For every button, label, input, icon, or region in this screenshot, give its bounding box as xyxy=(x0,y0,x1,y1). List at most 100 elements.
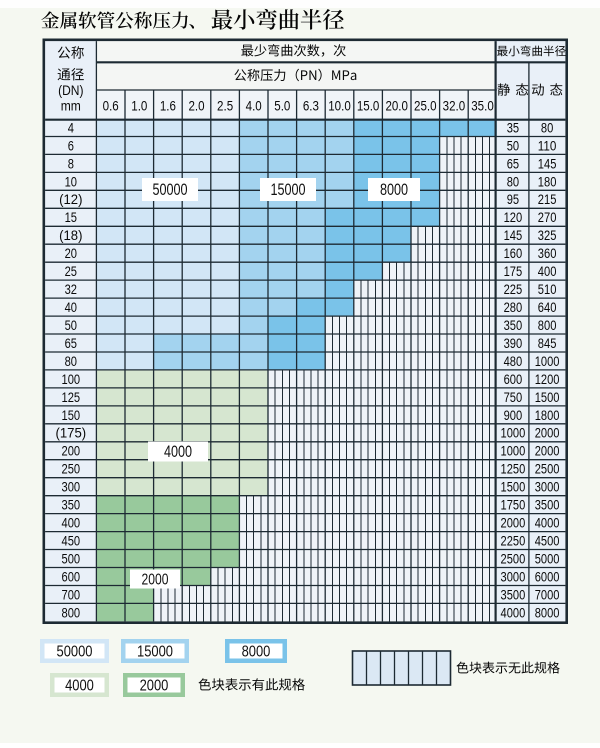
svg-text:110: 110 xyxy=(538,138,557,153)
svg-text:800: 800 xyxy=(538,318,557,333)
svg-text:1200: 1200 xyxy=(535,372,560,387)
svg-text:2000: 2000 xyxy=(535,444,560,459)
svg-text:600: 600 xyxy=(62,569,81,584)
svg-text:2500: 2500 xyxy=(535,462,560,477)
svg-text:15000: 15000 xyxy=(270,181,305,199)
svg-text:50000: 50000 xyxy=(152,181,187,199)
svg-text:2.5: 2.5 xyxy=(217,98,233,113)
svg-text:5.0: 5.0 xyxy=(274,98,290,113)
svg-text:10.0: 10.0 xyxy=(328,98,351,113)
svg-text:145: 145 xyxy=(538,156,557,171)
svg-text:35: 35 xyxy=(507,120,519,135)
svg-text:15.0: 15.0 xyxy=(357,98,380,113)
svg-text:8000: 8000 xyxy=(380,181,408,199)
svg-text:480: 480 xyxy=(504,354,523,369)
svg-text:280: 280 xyxy=(504,300,523,315)
svg-text:225: 225 xyxy=(504,282,523,297)
svg-text:200: 200 xyxy=(62,444,81,459)
svg-text:0.6: 0.6 xyxy=(103,98,119,113)
svg-text:1250: 1250 xyxy=(501,462,526,477)
svg-text:65: 65 xyxy=(507,156,519,171)
svg-text:50: 50 xyxy=(507,138,519,153)
svg-text:1.6: 1.6 xyxy=(160,98,176,113)
svg-text:32.0: 32.0 xyxy=(443,98,466,113)
svg-text:150: 150 xyxy=(62,408,81,423)
svg-text:mm: mm xyxy=(61,99,81,114)
svg-text:8: 8 xyxy=(68,156,74,171)
svg-text:4000: 4000 xyxy=(65,677,94,694)
svg-text:32: 32 xyxy=(65,282,77,297)
svg-text:1800: 1800 xyxy=(535,408,560,423)
svg-text:175: 175 xyxy=(504,264,523,279)
svg-text:65: 65 xyxy=(65,336,77,351)
svg-text:4.0: 4.0 xyxy=(246,98,262,113)
svg-text:270: 270 xyxy=(538,210,557,225)
svg-text:125: 125 xyxy=(62,390,81,405)
svg-text:3000: 3000 xyxy=(535,480,560,495)
svg-text:3500: 3500 xyxy=(501,587,526,602)
svg-text:350: 350 xyxy=(504,318,523,333)
svg-text:25.0: 25.0 xyxy=(414,98,437,113)
svg-text:800: 800 xyxy=(62,605,81,620)
svg-text:2.0: 2.0 xyxy=(188,98,204,113)
svg-text:2500: 2500 xyxy=(501,551,526,566)
svg-text:350: 350 xyxy=(62,498,81,513)
svg-text:(18): (18) xyxy=(59,228,82,243)
svg-text:500: 500 xyxy=(62,551,81,566)
svg-text:80: 80 xyxy=(65,354,77,369)
svg-text:390: 390 xyxy=(504,336,523,351)
svg-text:15: 15 xyxy=(65,210,77,225)
svg-text:50000: 50000 xyxy=(57,643,93,660)
svg-text:160: 160 xyxy=(504,246,523,261)
svg-text:100: 100 xyxy=(62,372,81,387)
svg-text:120: 120 xyxy=(504,210,523,225)
svg-text:6000: 6000 xyxy=(535,569,560,584)
svg-text:640: 640 xyxy=(538,300,557,315)
svg-text:80: 80 xyxy=(541,120,553,135)
svg-text:6.3: 6.3 xyxy=(303,98,319,113)
svg-text:215: 215 xyxy=(538,192,557,207)
svg-text:2000: 2000 xyxy=(535,426,560,441)
svg-text:50: 50 xyxy=(65,318,77,333)
svg-text:20.0: 20.0 xyxy=(385,98,408,113)
svg-text:(DN): (DN) xyxy=(58,83,83,98)
svg-text:400: 400 xyxy=(538,264,557,279)
svg-text:1500: 1500 xyxy=(501,480,526,495)
svg-text:2000: 2000 xyxy=(140,677,169,694)
svg-text:4500: 4500 xyxy=(535,534,560,549)
svg-text:600: 600 xyxy=(504,372,523,387)
svg-text:4000: 4000 xyxy=(535,516,560,531)
svg-text:15000: 15000 xyxy=(137,643,173,660)
svg-text:1000: 1000 xyxy=(535,354,560,369)
svg-text:400: 400 xyxy=(62,516,81,531)
svg-text:80: 80 xyxy=(507,174,519,189)
svg-text:900: 900 xyxy=(504,408,523,423)
svg-text:300: 300 xyxy=(62,480,81,495)
svg-text:(175): (175) xyxy=(55,426,86,441)
svg-text:2000: 2000 xyxy=(501,516,526,531)
svg-text:95: 95 xyxy=(507,192,519,207)
svg-text:(12): (12) xyxy=(59,192,82,207)
svg-text:5000: 5000 xyxy=(535,551,560,566)
svg-text:8000: 8000 xyxy=(242,643,271,660)
svg-text:10: 10 xyxy=(65,174,77,189)
svg-text:450: 450 xyxy=(62,534,81,549)
svg-text:2250: 2250 xyxy=(501,534,526,549)
svg-text:35.0: 35.0 xyxy=(471,98,494,113)
svg-text:40: 40 xyxy=(65,300,77,315)
svg-text:1750: 1750 xyxy=(501,498,526,513)
svg-text:6: 6 xyxy=(68,138,74,153)
svg-text:1000: 1000 xyxy=(501,444,526,459)
svg-text:360: 360 xyxy=(538,246,557,261)
svg-text:510: 510 xyxy=(538,282,557,297)
svg-text:25: 25 xyxy=(65,264,77,279)
svg-text:1.0: 1.0 xyxy=(131,98,147,113)
svg-text:750: 750 xyxy=(504,390,523,405)
svg-text:180: 180 xyxy=(538,174,557,189)
svg-text:4000: 4000 xyxy=(164,443,192,461)
svg-text:845: 845 xyxy=(538,336,557,351)
svg-text:7000: 7000 xyxy=(535,587,560,602)
svg-text:3500: 3500 xyxy=(535,498,560,513)
svg-text:2000: 2000 xyxy=(142,572,169,589)
svg-text:4: 4 xyxy=(68,120,75,135)
